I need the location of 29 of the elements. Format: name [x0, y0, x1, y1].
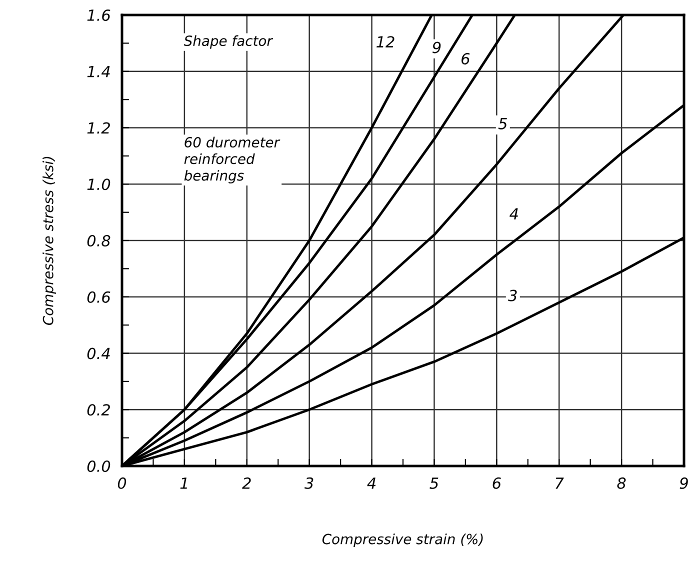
y-tick-label: 1.4	[87, 66, 110, 78]
y-tick-label: 0.0	[87, 460, 110, 472]
y-tick-label: 1.6	[87, 9, 110, 22]
x-tick-label: 3	[304, 477, 314, 489]
annotation: 12	[376, 36, 394, 48]
x-axis-title: Compressive strain (%)	[322, 534, 483, 548]
x-tick-label: 8	[617, 477, 626, 489]
x-tick-label: 0	[118, 477, 126, 489]
x-tick-label: 5	[430, 478, 438, 489]
x-tick-label: 9	[680, 477, 688, 489]
y-axis-title: Compressive stress (ksi)	[42, 156, 56, 325]
y-tick-label: 1.0	[87, 178, 110, 190]
x-tick-label: 6	[492, 477, 501, 489]
y-tick-label: 0.4	[87, 348, 110, 360]
annotation: 3	[508, 290, 517, 302]
annotation: Shape factor	[184, 35, 274, 49]
x-tick-label: 2	[242, 477, 251, 489]
y-tick-label: 0.6	[87, 291, 110, 303]
y-tick-label: 0.8	[87, 234, 110, 247]
annotation: 6	[462, 52, 470, 65]
x-tick-label: 7	[556, 478, 564, 489]
annotation: 5	[498, 118, 507, 130]
x-tick-label: 1	[180, 478, 187, 489]
y-tick-label: 1.2	[87, 122, 110, 134]
annotation: 60 durometer reinforced bearings	[184, 136, 280, 184]
annotation: 4	[510, 208, 518, 220]
annotation: 9	[432, 42, 441, 54]
x-tick-label: 4	[367, 478, 376, 489]
y-tick-label: 0.2	[87, 404, 110, 416]
